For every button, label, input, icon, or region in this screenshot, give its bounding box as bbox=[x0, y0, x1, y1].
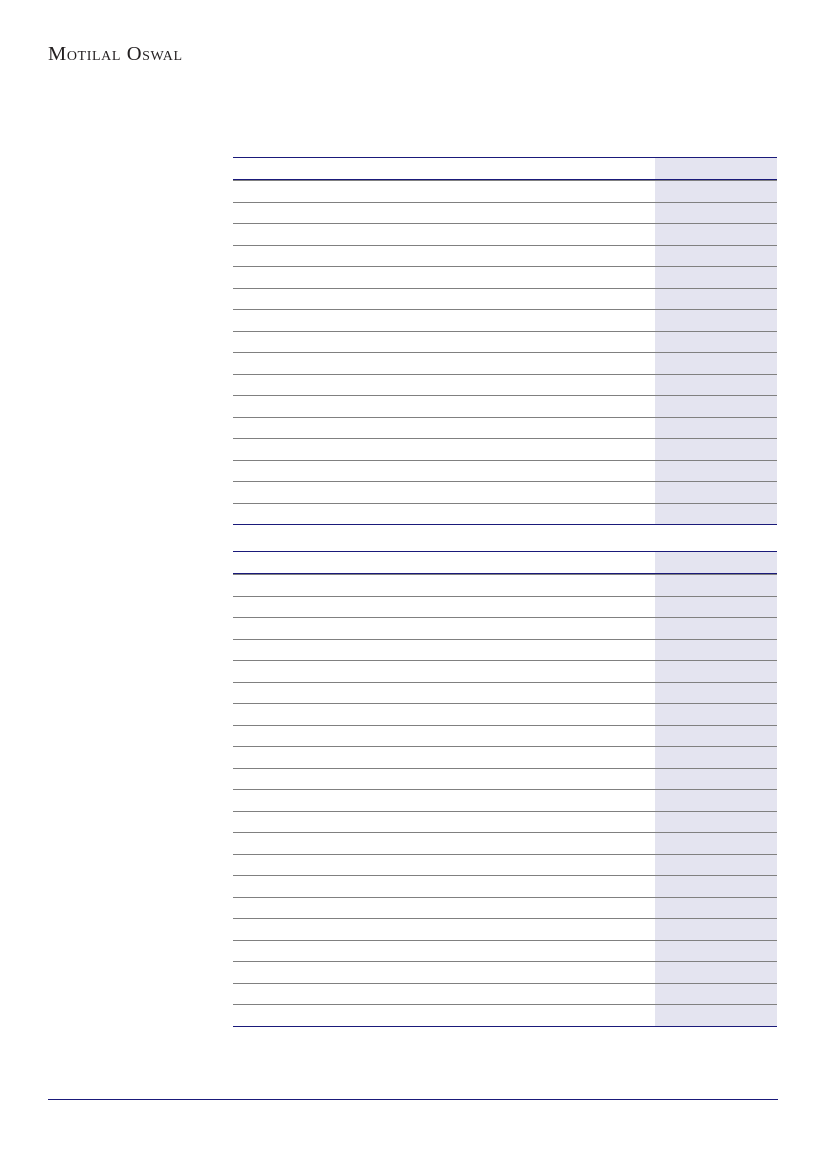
table-row-rule bbox=[233, 918, 777, 919]
table-row bbox=[233, 289, 777, 310]
table-row-rule bbox=[233, 459, 777, 461]
table-row-rule bbox=[233, 724, 777, 726]
table-row bbox=[233, 876, 777, 897]
table-row-rule bbox=[233, 574, 777, 575]
table-row-rule bbox=[233, 180, 777, 181]
table-row-rule bbox=[233, 266, 777, 267]
table-one-body bbox=[233, 157, 777, 525]
financial-table-two bbox=[233, 551, 777, 1027]
table-top-rule bbox=[233, 551, 777, 552]
table-row bbox=[233, 855, 777, 876]
table-row-rule bbox=[233, 309, 777, 310]
table-row-rule bbox=[233, 746, 777, 747]
table-row-rule bbox=[233, 416, 777, 418]
table-bottom-rule bbox=[233, 1025, 777, 1027]
table-row bbox=[233, 941, 777, 962]
table-row bbox=[233, 640, 777, 661]
table-row bbox=[233, 203, 777, 224]
table-row bbox=[233, 747, 777, 768]
table-row-rule bbox=[233, 330, 777, 332]
table-header-rule bbox=[233, 179, 777, 180]
table-row-rule bbox=[233, 438, 777, 439]
table-row bbox=[233, 1005, 777, 1026]
table-row bbox=[233, 726, 777, 747]
table-row bbox=[233, 661, 777, 682]
table-row bbox=[233, 704, 777, 725]
masthead: Motilal Oswal bbox=[48, 40, 448, 72]
table-row bbox=[233, 439, 777, 460]
table-row-rule bbox=[233, 939, 777, 941]
table-row-rule bbox=[233, 223, 777, 224]
table-row bbox=[233, 375, 777, 396]
table-row bbox=[233, 597, 777, 618]
financial-table-one bbox=[233, 157, 777, 525]
table-row bbox=[233, 246, 777, 267]
table-row bbox=[233, 898, 777, 919]
table-row bbox=[233, 984, 777, 1005]
table-row bbox=[233, 353, 777, 374]
table-row-rule bbox=[233, 789, 777, 790]
table-row-rule bbox=[233, 373, 777, 375]
table-header-row bbox=[233, 158, 777, 179]
table-row bbox=[233, 224, 777, 245]
table-row bbox=[233, 683, 777, 704]
motilal-oswal-logo: Motilal Oswal bbox=[48, 43, 183, 65]
table-row-rule bbox=[233, 896, 777, 898]
table-header-row bbox=[233, 552, 777, 573]
table-row-rule bbox=[233, 982, 777, 984]
table-row bbox=[233, 769, 777, 790]
table-row bbox=[233, 267, 777, 288]
table-row bbox=[233, 812, 777, 833]
table-row bbox=[233, 790, 777, 811]
table-row bbox=[233, 833, 777, 854]
footer-rule bbox=[48, 1099, 778, 1100]
table-row-rule bbox=[233, 681, 777, 683]
table-row bbox=[233, 418, 777, 439]
table-row-rule bbox=[233, 352, 777, 353]
table-row bbox=[233, 618, 777, 639]
table-row bbox=[233, 332, 777, 353]
table-two-rows bbox=[233, 574, 777, 1026]
table-row-rule bbox=[233, 703, 777, 704]
table-row-rule bbox=[233, 395, 777, 396]
table-row-rule bbox=[233, 595, 777, 597]
table-row bbox=[233, 504, 777, 525]
table-row-rule bbox=[233, 201, 777, 203]
table-row-rule bbox=[233, 832, 777, 833]
table-row bbox=[233, 482, 777, 503]
table-row-rule bbox=[233, 502, 777, 504]
table-row bbox=[233, 575, 777, 596]
table-row-rule bbox=[233, 244, 777, 246]
table-row bbox=[233, 396, 777, 417]
table-one-rows bbox=[233, 180, 777, 524]
table-row-rule bbox=[233, 767, 777, 769]
table-row-rule bbox=[233, 810, 777, 812]
table-row-rule bbox=[233, 660, 777, 661]
table-row bbox=[233, 962, 777, 983]
table-row-rule bbox=[233, 287, 777, 289]
table-two-body bbox=[233, 551, 777, 1027]
table-row bbox=[233, 919, 777, 940]
table-top-rule bbox=[233, 157, 777, 158]
table-row-rule bbox=[233, 638, 777, 640]
table-header-rule bbox=[233, 573, 777, 574]
table-row-rule bbox=[233, 617, 777, 618]
table-row-rule bbox=[233, 853, 777, 855]
table-row bbox=[233, 310, 777, 331]
table-row-rule bbox=[233, 961, 777, 962]
table-row-rule bbox=[233, 1004, 777, 1005]
table-bottom-rule bbox=[233, 524, 777, 525]
table-row bbox=[233, 181, 777, 202]
table-row-rule bbox=[233, 875, 777, 876]
table-row bbox=[233, 461, 777, 482]
table-row-rule bbox=[233, 481, 777, 482]
